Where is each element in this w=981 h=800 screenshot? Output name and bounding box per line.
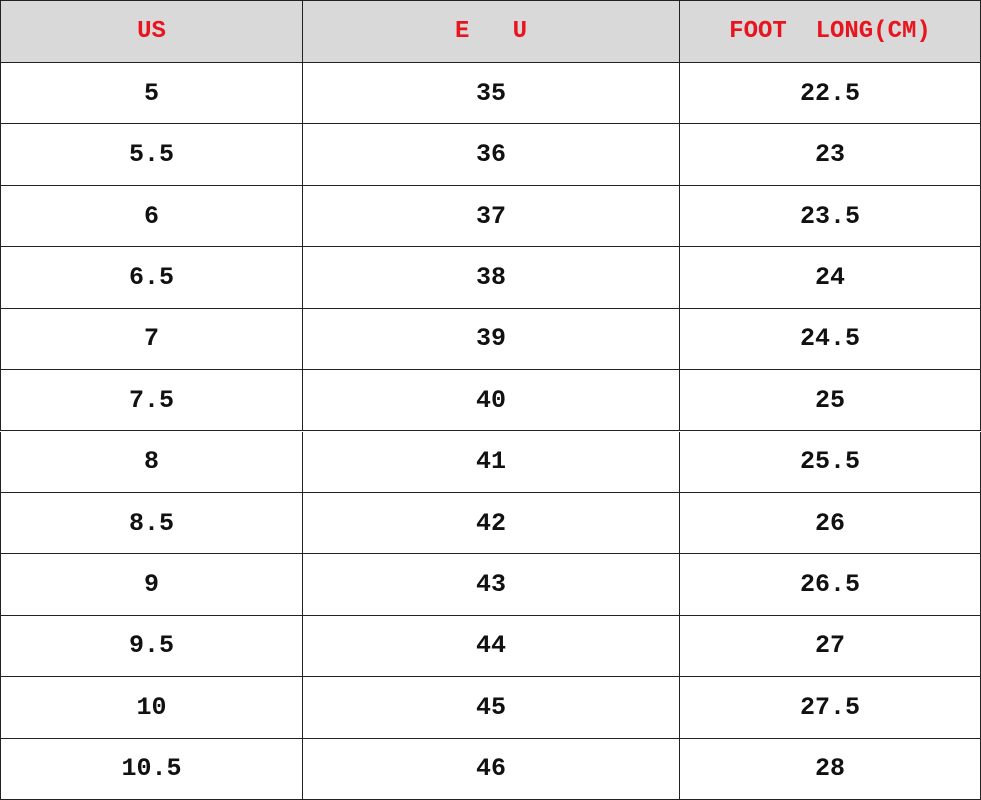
table-cell: 27	[680, 615, 981, 678]
table-cell: 23	[680, 124, 981, 186]
table-cell: 10.5	[0, 738, 303, 800]
table-cell: 7	[0, 308, 303, 371]
table-cell: 44	[303, 615, 680, 678]
table-cell: 8	[0, 431, 303, 493]
table-cell: 40	[303, 370, 680, 432]
table-cell: 23.5	[680, 185, 981, 248]
table-cell: 10	[0, 677, 303, 739]
table-cell: 7.5	[0, 370, 303, 432]
table-cell: 35	[303, 63, 680, 125]
table-cell: 5.5	[0, 124, 303, 186]
table-cell: 36	[303, 124, 680, 186]
table-cell: 9	[0, 554, 303, 616]
header-cell: E U	[303, 0, 680, 63]
header-cell: US	[0, 0, 303, 63]
table-cell: 8.5	[0, 492, 303, 555]
table-cell: 26.5	[680, 554, 981, 616]
table-cell: 28	[680, 738, 981, 800]
header-cell: FOOT LONG(CM)	[680, 0, 981, 63]
table-cell: 38	[303, 247, 680, 309]
table-cell: 42	[303, 492, 680, 555]
table-cell: 27.5	[680, 677, 981, 739]
table-cell: 45	[303, 677, 680, 739]
table-cell: 6	[0, 185, 303, 248]
table-cell: 24.5	[680, 308, 981, 371]
table-cell: 37	[303, 185, 680, 248]
table-cell: 6.5	[0, 247, 303, 309]
table-cell: 43	[303, 554, 680, 616]
table-cell: 41	[303, 431, 680, 493]
table-cell: 25.5	[680, 431, 981, 493]
table-cell: 39	[303, 308, 680, 371]
table-cell: 22.5	[680, 63, 981, 125]
table-cell: 24	[680, 247, 981, 309]
table-cell: 5	[0, 63, 303, 125]
table-cell: 46	[303, 738, 680, 800]
table-cell: 9.5	[0, 615, 303, 678]
table-cell: 26	[680, 492, 981, 555]
table-cell: 25	[680, 370, 981, 432]
